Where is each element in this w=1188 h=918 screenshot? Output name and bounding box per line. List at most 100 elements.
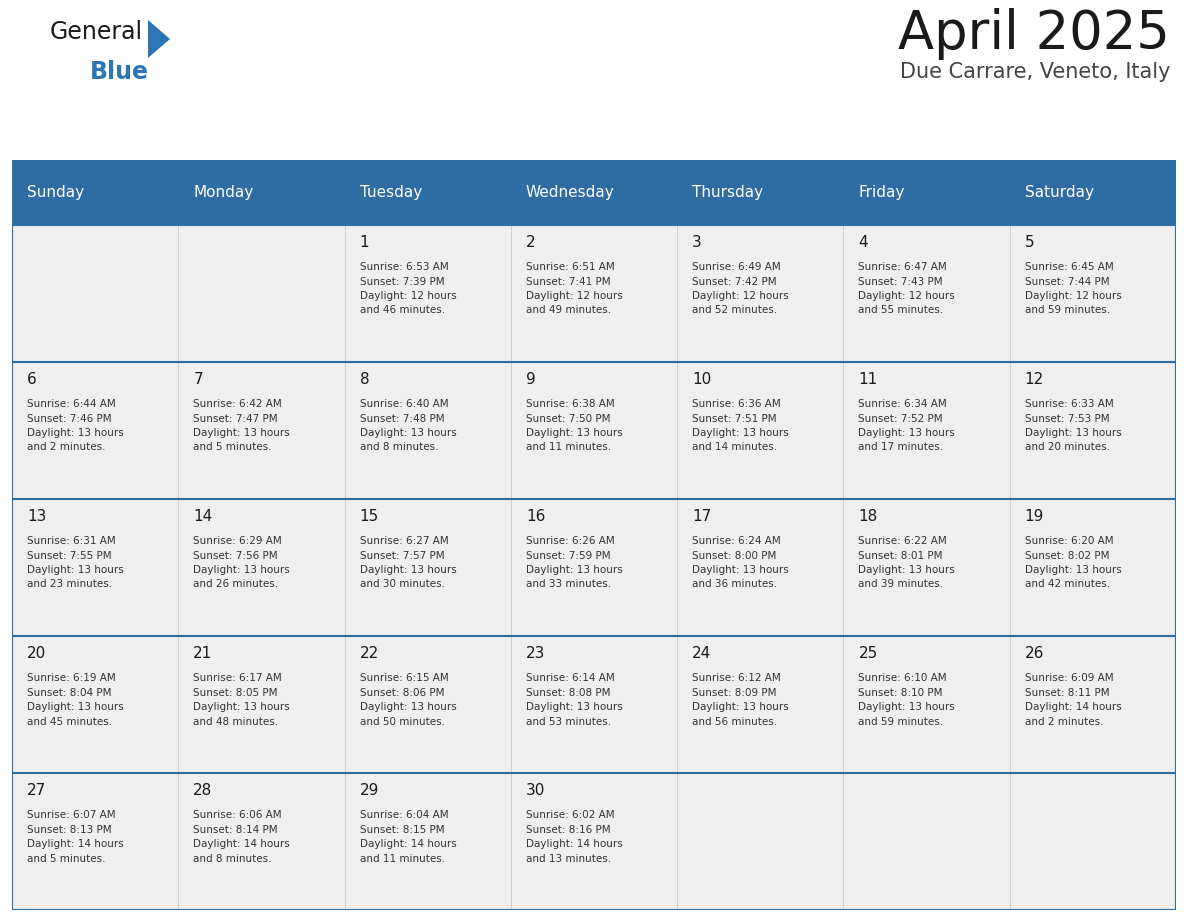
Bar [345,498,511,636]
Text: 7: 7 [194,372,203,386]
Bar [345,773,511,910]
Text: 27: 27 [27,783,46,798]
Text: 14: 14 [194,509,213,524]
Text: Sunrise: 6:42 AM
Sunset: 7:47 PM
Daylight: 13 hours
and 5 minutes.: Sunrise: 6:42 AM Sunset: 7:47 PM Dayligh… [194,399,290,453]
Text: 20: 20 [27,646,46,661]
Text: Sunrise: 6:33 AM
Sunset: 7:53 PM
Daylight: 13 hours
and 20 minutes.: Sunrise: 6:33 AM Sunset: 7:53 PM Dayligh… [1025,399,1121,453]
Bar [178,225,345,362]
Bar [677,498,843,636]
Bar [12,160,178,225]
Text: 3: 3 [693,235,702,250]
Bar [12,362,178,498]
Text: 30: 30 [526,783,545,798]
Text: Sunrise: 6:40 AM
Sunset: 7:48 PM
Daylight: 13 hours
and 8 minutes.: Sunrise: 6:40 AM Sunset: 7:48 PM Dayligh… [360,399,456,453]
Bar [677,773,843,910]
Text: Sunrise: 6:07 AM
Sunset: 8:13 PM
Daylight: 14 hours
and 5 minutes.: Sunrise: 6:07 AM Sunset: 8:13 PM Dayligh… [27,811,124,864]
Text: 4: 4 [859,235,868,250]
Bar [511,636,677,773]
Text: 10: 10 [693,372,712,386]
Bar [843,498,1010,636]
Bar [1010,225,1176,362]
Text: Sunrise: 6:17 AM
Sunset: 8:05 PM
Daylight: 13 hours
and 48 minutes.: Sunrise: 6:17 AM Sunset: 8:05 PM Dayligh… [194,674,290,726]
Text: 2: 2 [526,235,536,250]
Text: Sunrise: 6:47 AM
Sunset: 7:43 PM
Daylight: 12 hours
and 55 minutes.: Sunrise: 6:47 AM Sunset: 7:43 PM Dayligh… [859,263,955,316]
Text: 6: 6 [27,372,37,386]
Bar [178,160,345,225]
Bar [12,773,178,910]
Bar [511,773,677,910]
Bar [1010,773,1176,910]
Text: Sunrise: 6:20 AM
Sunset: 8:02 PM
Daylight: 13 hours
and 42 minutes.: Sunrise: 6:20 AM Sunset: 8:02 PM Dayligh… [1025,536,1121,589]
Text: Sunrise: 6:29 AM
Sunset: 7:56 PM
Daylight: 13 hours
and 26 minutes.: Sunrise: 6:29 AM Sunset: 7:56 PM Dayligh… [194,536,290,589]
Text: Sunrise: 6:45 AM
Sunset: 7:44 PM
Daylight: 12 hours
and 59 minutes.: Sunrise: 6:45 AM Sunset: 7:44 PM Dayligh… [1025,263,1121,316]
Bar [677,160,843,225]
Text: 11: 11 [859,372,878,386]
Text: Sunrise: 6:10 AM
Sunset: 8:10 PM
Daylight: 13 hours
and 59 minutes.: Sunrise: 6:10 AM Sunset: 8:10 PM Dayligh… [859,674,955,726]
Text: Sunrise: 6:24 AM
Sunset: 8:00 PM
Daylight: 13 hours
and 36 minutes.: Sunrise: 6:24 AM Sunset: 8:00 PM Dayligh… [693,536,789,589]
Text: Friday: Friday [859,185,905,199]
Text: 17: 17 [693,509,712,524]
Bar [345,362,511,498]
Text: Sunrise: 6:09 AM
Sunset: 8:11 PM
Daylight: 14 hours
and 2 minutes.: Sunrise: 6:09 AM Sunset: 8:11 PM Dayligh… [1025,674,1121,726]
Text: Due Carrare, Veneto, Italy: Due Carrare, Veneto, Italy [899,62,1170,82]
Bar [511,160,677,225]
Text: General: General [50,20,143,44]
Bar [511,225,677,362]
Text: Sunrise: 6:38 AM
Sunset: 7:50 PM
Daylight: 13 hours
and 11 minutes.: Sunrise: 6:38 AM Sunset: 7:50 PM Dayligh… [526,399,623,453]
Text: Sunrise: 6:02 AM
Sunset: 8:16 PM
Daylight: 14 hours
and 13 minutes.: Sunrise: 6:02 AM Sunset: 8:16 PM Dayligh… [526,811,623,864]
Text: Sunrise: 6:04 AM
Sunset: 8:15 PM
Daylight: 14 hours
and 11 minutes.: Sunrise: 6:04 AM Sunset: 8:15 PM Dayligh… [360,811,456,864]
Text: 9: 9 [526,372,536,386]
Bar [1010,362,1176,498]
Text: Sunrise: 6:34 AM
Sunset: 7:52 PM
Daylight: 13 hours
and 17 minutes.: Sunrise: 6:34 AM Sunset: 7:52 PM Dayligh… [859,399,955,453]
Bar [178,636,345,773]
Bar [843,160,1010,225]
Text: Sunrise: 6:27 AM
Sunset: 7:57 PM
Daylight: 13 hours
and 30 minutes.: Sunrise: 6:27 AM Sunset: 7:57 PM Dayligh… [360,536,456,589]
Text: Thursday: Thursday [693,185,763,199]
Text: Sunrise: 6:26 AM
Sunset: 7:59 PM
Daylight: 13 hours
and 33 minutes.: Sunrise: 6:26 AM Sunset: 7:59 PM Dayligh… [526,536,623,589]
Text: 5: 5 [1025,235,1035,250]
Bar [12,225,178,362]
Text: 16: 16 [526,509,545,524]
Bar [511,498,677,636]
Text: Sunrise: 6:31 AM
Sunset: 7:55 PM
Daylight: 13 hours
and 23 minutes.: Sunrise: 6:31 AM Sunset: 7:55 PM Dayligh… [27,536,124,589]
Text: 8: 8 [360,372,369,386]
Text: Sunday: Sunday [27,185,84,199]
Text: April 2025: April 2025 [898,8,1170,60]
Text: 26: 26 [1025,646,1044,661]
Bar [843,362,1010,498]
Text: 1: 1 [360,235,369,250]
Text: Sunrise: 6:15 AM
Sunset: 8:06 PM
Daylight: 13 hours
and 50 minutes.: Sunrise: 6:15 AM Sunset: 8:06 PM Dayligh… [360,674,456,726]
Text: Blue: Blue [90,60,148,84]
Polygon shape [148,20,170,58]
Text: 15: 15 [360,509,379,524]
Bar [345,225,511,362]
Text: 12: 12 [1025,372,1044,386]
Bar [843,636,1010,773]
Bar [345,160,511,225]
Text: Sunrise: 6:14 AM
Sunset: 8:08 PM
Daylight: 13 hours
and 53 minutes.: Sunrise: 6:14 AM Sunset: 8:08 PM Dayligh… [526,674,623,726]
Bar [12,636,178,773]
Text: Sunrise: 6:44 AM
Sunset: 7:46 PM
Daylight: 13 hours
and 2 minutes.: Sunrise: 6:44 AM Sunset: 7:46 PM Dayligh… [27,399,124,453]
Bar [12,498,178,636]
Bar [1010,498,1176,636]
Text: Sunrise: 6:36 AM
Sunset: 7:51 PM
Daylight: 13 hours
and 14 minutes.: Sunrise: 6:36 AM Sunset: 7:51 PM Dayligh… [693,399,789,453]
Text: Sunrise: 6:51 AM
Sunset: 7:41 PM
Daylight: 12 hours
and 49 minutes.: Sunrise: 6:51 AM Sunset: 7:41 PM Dayligh… [526,263,623,316]
Bar [178,773,345,910]
Text: 29: 29 [360,783,379,798]
Text: Saturday: Saturday [1025,185,1094,199]
Bar [677,636,843,773]
Text: 19: 19 [1025,509,1044,524]
Bar [843,773,1010,910]
Text: 25: 25 [859,646,878,661]
Text: 24: 24 [693,646,712,661]
Text: Sunrise: 6:49 AM
Sunset: 7:42 PM
Daylight: 12 hours
and 52 minutes.: Sunrise: 6:49 AM Sunset: 7:42 PM Dayligh… [693,263,789,316]
Bar [1010,636,1176,773]
Bar [178,498,345,636]
Text: 28: 28 [194,783,213,798]
Bar [843,225,1010,362]
Text: Sunrise: 6:19 AM
Sunset: 8:04 PM
Daylight: 13 hours
and 45 minutes.: Sunrise: 6:19 AM Sunset: 8:04 PM Dayligh… [27,674,124,726]
Text: Wednesday: Wednesday [526,185,614,199]
Text: Monday: Monday [194,185,253,199]
Text: Tuesday: Tuesday [360,185,422,199]
Text: 13: 13 [27,509,46,524]
